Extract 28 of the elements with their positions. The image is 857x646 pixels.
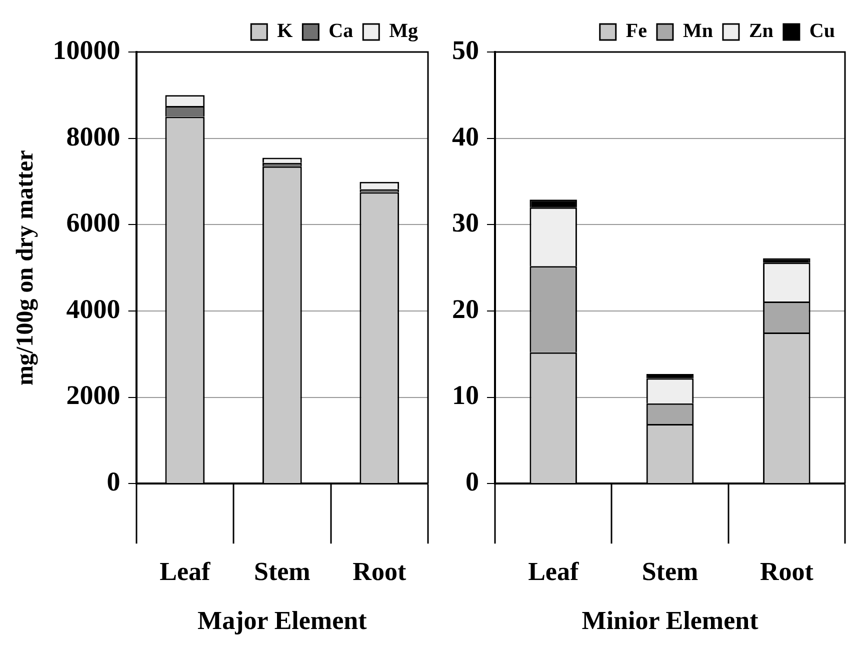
- y-tick-label: 8000: [66, 121, 120, 152]
- x-axis-title: Major Element: [198, 606, 368, 636]
- y-tick-label: 0: [466, 466, 479, 497]
- x-tick-label: Leaf: [160, 556, 211, 586]
- y-axis-title: mg/100g on dry matter: [12, 150, 39, 386]
- x-tick-label: Stem: [254, 556, 311, 586]
- y-tick-label: 0: [106, 466, 120, 497]
- y-tick-label: 30: [452, 208, 479, 238]
- x-tick-label: Root: [760, 556, 814, 586]
- y-tick-label: 10: [452, 380, 479, 410]
- x-tick-label: Stem: [642, 556, 698, 586]
- y-tick-label: 40: [452, 121, 479, 152]
- y-tick-label: 4000: [66, 294, 120, 324]
- x-tick-label: Leaf: [528, 556, 579, 586]
- legend-label: K: [277, 20, 294, 42]
- legend-label: Mg: [389, 20, 418, 42]
- y-tick-label: 2000: [66, 380, 120, 410]
- legend-label: Cu: [809, 20, 836, 42]
- y-tick-label: 20: [452, 294, 479, 324]
- y-tick-label: 50: [452, 34, 479, 65]
- legend-label: Ca: [328, 20, 354, 42]
- x-axis-title: Minior Element: [582, 606, 759, 636]
- x-tick-label: Root: [352, 556, 406, 586]
- y-tick-label: 6000: [66, 208, 120, 238]
- legend-label: Mn: [682, 20, 713, 42]
- y-tick-label: 10000: [52, 34, 120, 65]
- legend-label: Zn: [748, 20, 774, 42]
- legend-label: Fe: [626, 20, 648, 42]
